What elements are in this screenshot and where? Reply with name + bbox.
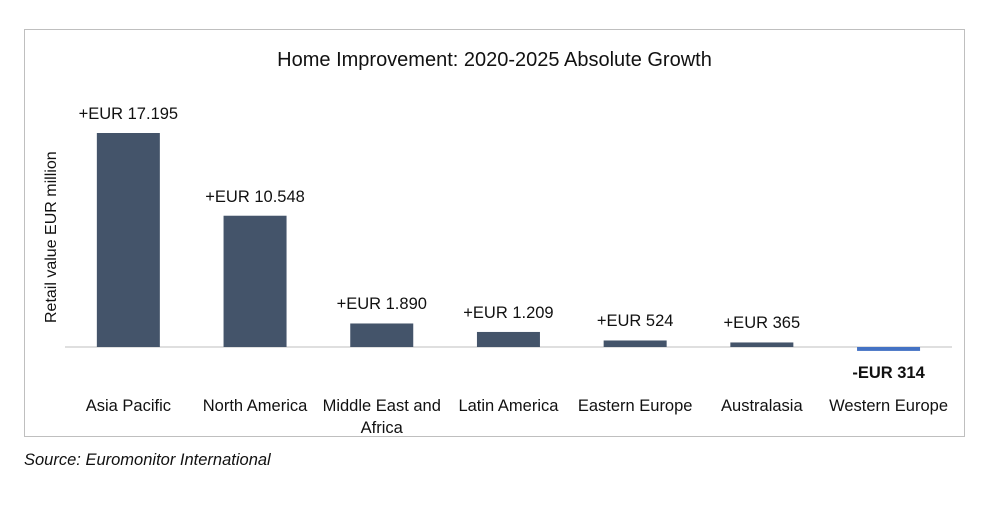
category-label: Latin America (458, 397, 559, 415)
bar-eastern-europe (603, 340, 667, 347)
data-label: +EUR 17.195 (78, 105, 179, 123)
category-label: North America (202, 397, 308, 415)
bar-western-europe (857, 347, 921, 351)
category-label: Western Europe (829, 397, 949, 415)
bar-asia-pacific (96, 133, 160, 347)
chart-frame: Home Improvement: 2020-2025 Absolute Gro… (24, 29, 965, 437)
data-label: +EUR 1.890 (336, 295, 427, 314)
category-label: Asia Pacific (85, 397, 171, 415)
chart-title: Home Improvement: 2020-2025 Absolute Gro… (277, 49, 712, 71)
bar-latin-america (476, 331, 540, 347)
category-label: Middle East and Africa (322, 397, 441, 437)
category-label: Eastern Europe (577, 397, 693, 415)
data-label: -EUR 314 (852, 364, 925, 382)
bar-middle-east-and-africa (350, 323, 414, 347)
bar-north-america (223, 215, 287, 347)
plot-area (65, 133, 952, 351)
bar-australasia (730, 342, 794, 347)
data-label: +EUR 524 (596, 312, 674, 331)
source-note: Source: Euromonitor International (24, 451, 271, 469)
data-label: +EUR 365 (723, 314, 801, 333)
category-label: Australasia (721, 397, 803, 415)
data-label: +EUR 1.209 (463, 303, 554, 322)
data-label: +EUR 10.548 (205, 187, 305, 206)
